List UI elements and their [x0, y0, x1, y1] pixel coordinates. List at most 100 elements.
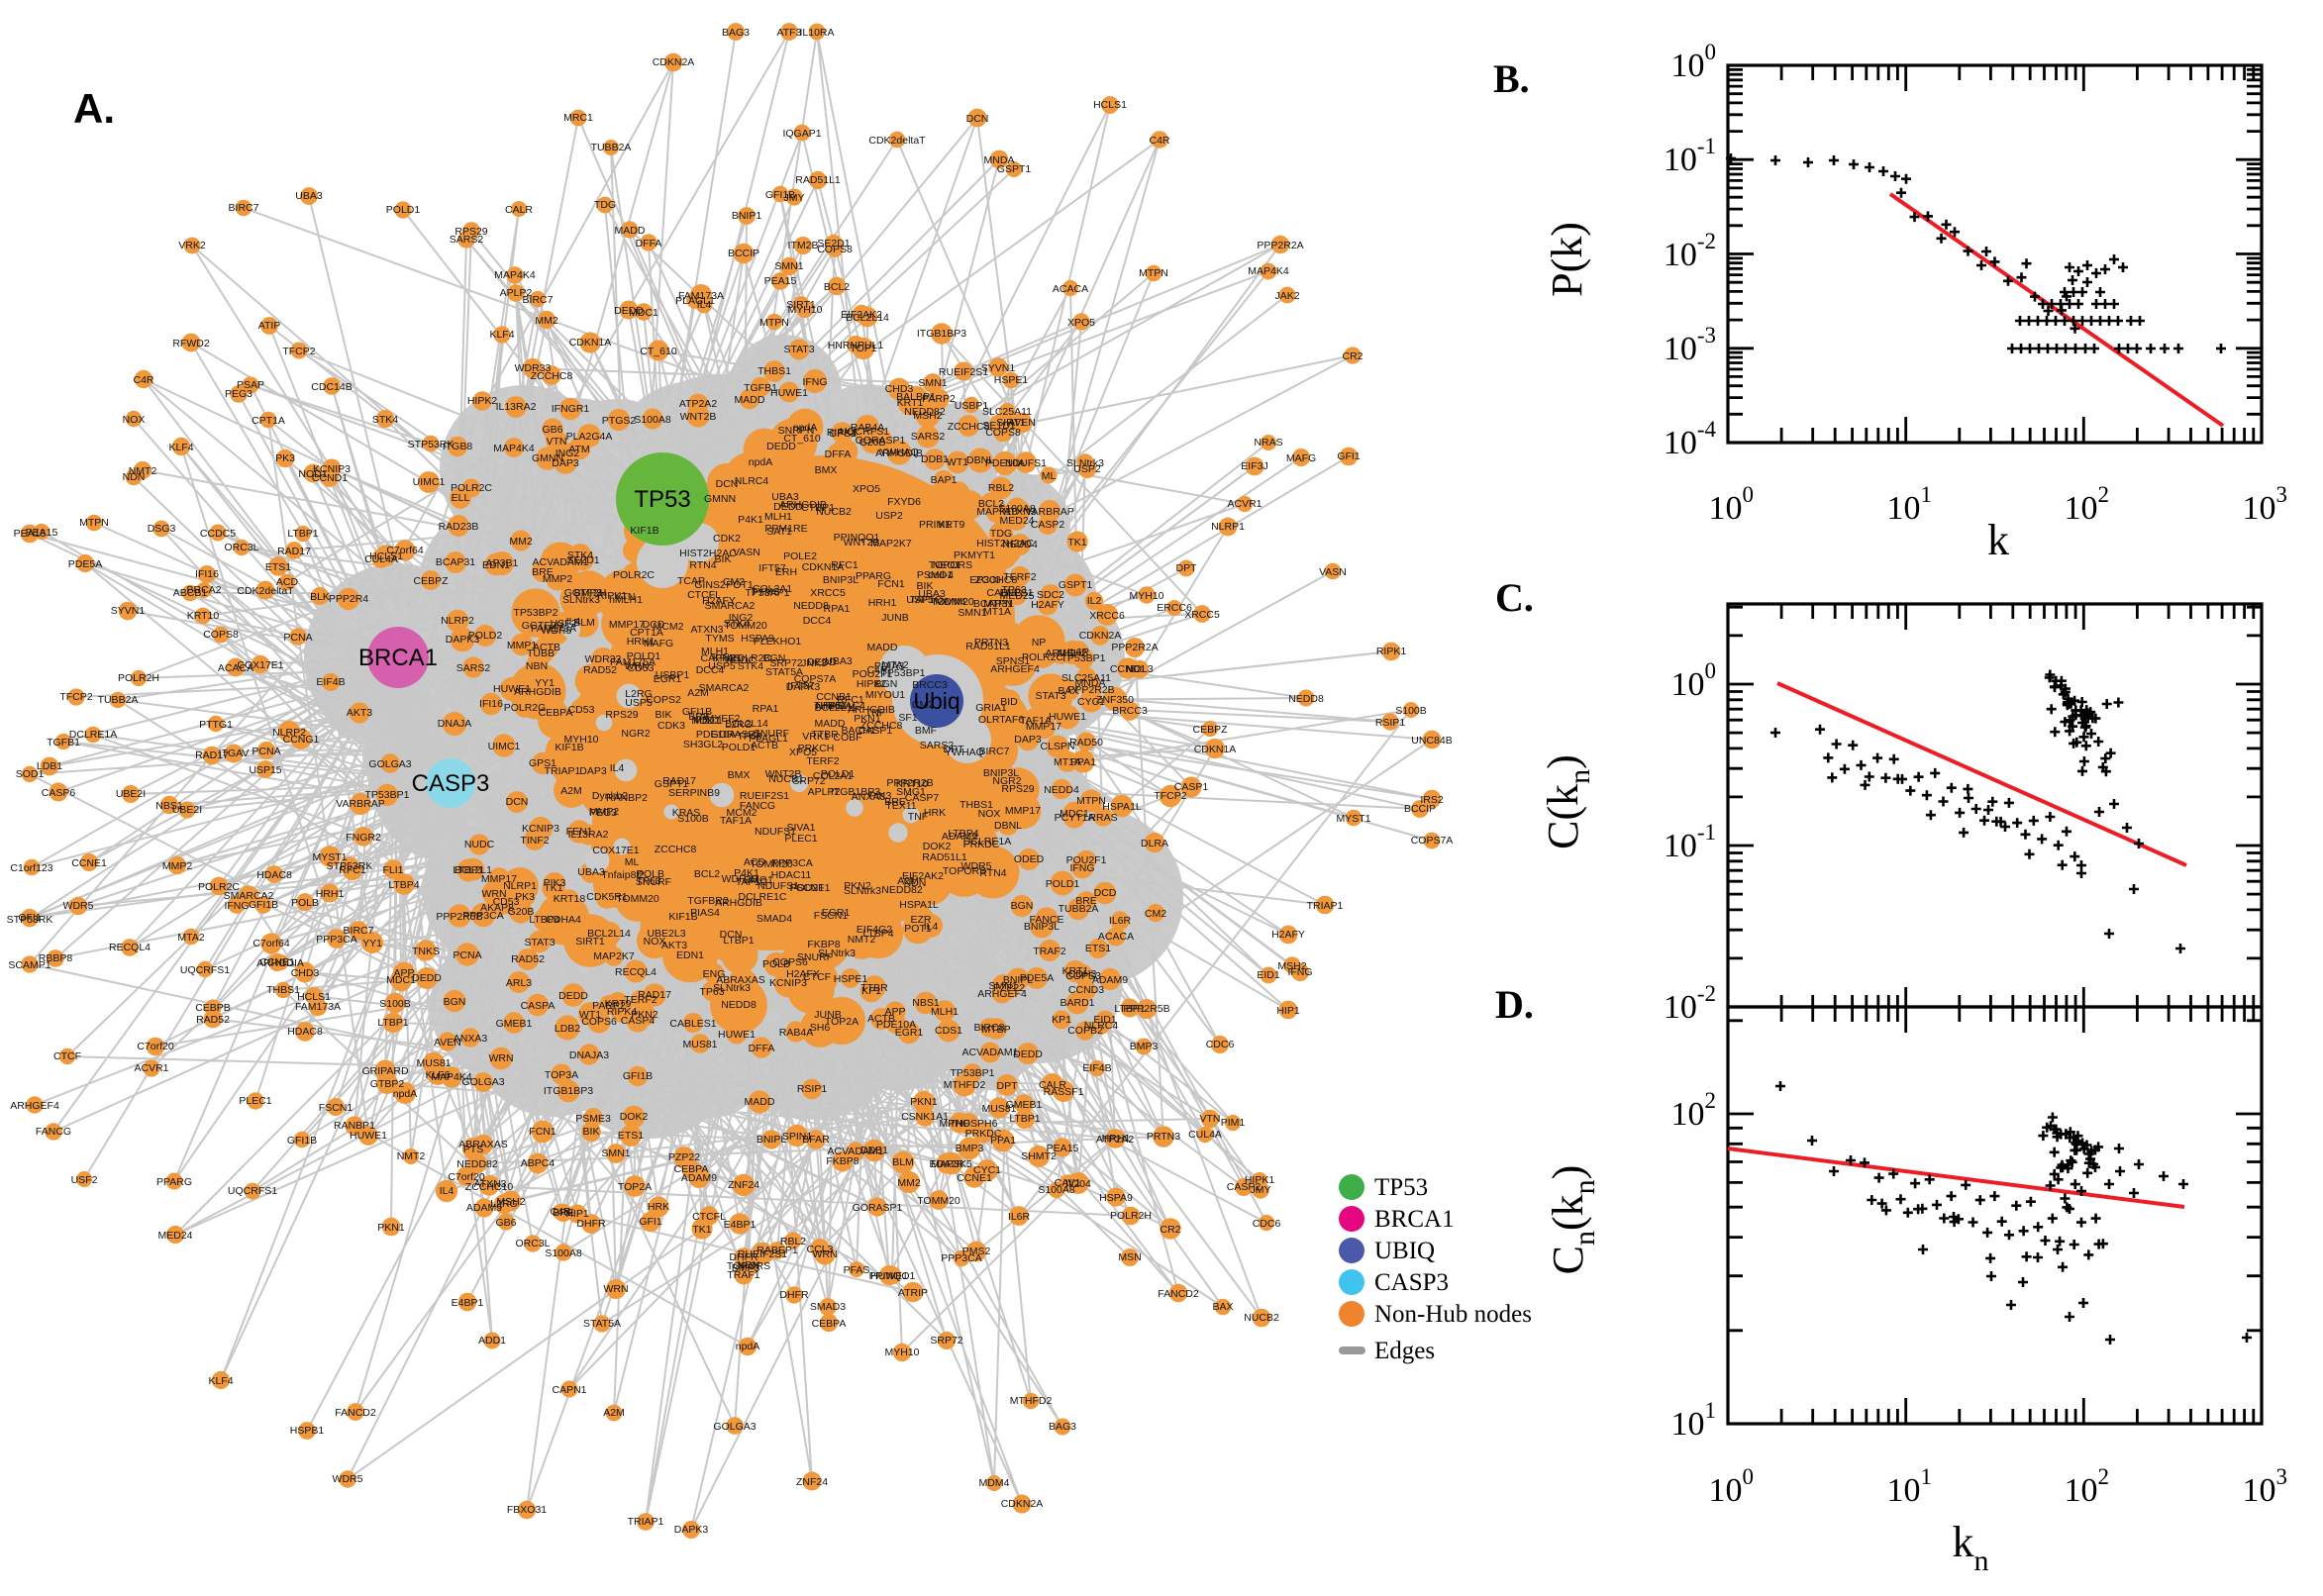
svg-text:A2M: A2M: [560, 785, 582, 797]
svg-text:XRCC5: XRCC5: [1184, 609, 1220, 621]
svg-text:WRN: WRN: [488, 1052, 513, 1064]
svg-text:FXYD6: FXYD6: [887, 496, 921, 508]
svg-text:GFI1: GFI1: [1337, 450, 1360, 462]
svg-text:S100A8: S100A8: [998, 503, 1036, 515]
svg-text:PPM1RE: PPM1RE: [764, 523, 807, 535]
svg-text:NLRC4: NLRC4: [735, 475, 769, 487]
svg-text:WDR5: WDR5: [961, 860, 992, 872]
svg-text:NUDC: NUDC: [464, 839, 495, 850]
svg-text:PKN1: PKN1: [377, 1222, 405, 1234]
svg-text:CEBPB: CEBPB: [195, 1002, 231, 1014]
svg-text:RTN4: RTN4: [689, 559, 716, 571]
svg-text:HRH1: HRH1: [1102, 1133, 1131, 1145]
svg-text:SARS2: SARS2: [911, 431, 946, 443]
svg-text:MUS81: MUS81: [416, 1057, 451, 1069]
svg-text:STP53RK: STP53RK: [408, 439, 454, 450]
svg-text:RBL2: RBL2: [988, 482, 1014, 494]
svg-text:DEDD: DEDD: [558, 990, 588, 1002]
svg-text:MLH1: MLH1: [764, 511, 792, 523]
svg-text:RAD17: RAD17: [277, 546, 311, 557]
svg-text:BNIPL: BNIPL: [757, 1134, 787, 1146]
svg-text:BIK: BIK: [583, 1126, 600, 1138]
svg-text:JUNB: JUNB: [814, 1009, 841, 1021]
svg-text:IQGAP1: IQGAP1: [782, 128, 821, 140]
svg-text:FANCD2: FANCD2: [1158, 1288, 1199, 1300]
svg-text:ACVR1: ACVR1: [134, 1062, 168, 1074]
svg-text:TP63: TP63: [699, 986, 724, 998]
svg-text:BCAP31: BCAP31: [436, 556, 475, 568]
svg-text:HDAC8: HDAC8: [287, 1026, 323, 1038]
svg-text:MAP2K7: MAP2K7: [593, 950, 635, 962]
svg-text:10-4: 10-4: [1664, 417, 1717, 461]
svg-text:ARHGDIB: ARHGDIB: [875, 448, 923, 459]
svg-text:DDB1: DDB1: [921, 453, 949, 465]
svg-text:CASP1: CASP1: [1174, 781, 1209, 793]
svg-text:TAF1C: TAF1C: [736, 876, 768, 888]
svg-text:HUWE1: HUWE1: [770, 387, 808, 399]
svg-text:YY1: YY1: [362, 938, 382, 949]
svg-text:ARL3: ARL3: [506, 977, 532, 989]
svg-text:POLR2G: POLR2G: [504, 702, 547, 714]
svg-text:SOD1: SOD1: [16, 768, 45, 780]
svg-text:COPS6: COPS6: [581, 1016, 617, 1028]
svg-text:SMAD3: SMAD3: [810, 1301, 846, 1313]
svg-text:COBF: COBF: [833, 732, 861, 744]
svg-text:WRN: WRN: [481, 888, 506, 900]
svg-text:P4K1: P4K1: [738, 514, 763, 526]
svg-text:HUWE1: HUWE1: [870, 1270, 908, 1282]
svg-text:CALR: CALR: [1039, 1079, 1066, 1091]
svg-text:UBA3: UBA3: [771, 491, 799, 503]
svg-text:MRC1: MRC1: [563, 112, 593, 124]
svg-text:CASPA: CASPA: [521, 1000, 556, 1012]
svg-text:OLRTAF6: OLRTAF6: [978, 714, 1024, 726]
svg-text:ETS1: ETS1: [618, 1130, 644, 1142]
svg-text:CT_610: CT_610: [783, 433, 821, 445]
svg-text:PPP2R2A: PPP2R2A: [1257, 240, 1303, 251]
svg-text:RPS29: RPS29: [605, 709, 638, 721]
svg-text:SMARCA2: SMARCA2: [224, 890, 274, 902]
svg-text:NOX: NOX: [123, 414, 146, 426]
svg-text:SRP72: SRP72: [930, 1335, 962, 1347]
svg-text:HNRNPUL1: HNRNPUL1: [828, 340, 884, 351]
svg-text:MTHFD2: MTHFD2: [1010, 1395, 1053, 1407]
svg-text:RSIP1: RSIP1: [1375, 717, 1406, 729]
svg-text:SMAD4: SMAD4: [757, 913, 792, 925]
svg-text:Ubiq: Ubiq: [913, 688, 960, 714]
svg-text:FANCE: FANCE: [1029, 914, 1063, 926]
svg-text:MUS81: MUS81: [682, 1039, 717, 1050]
svg-text:CUL4A: CUL4A: [364, 553, 398, 565]
svg-text:102: 102: [1671, 1088, 1717, 1133]
svg-text:HRK: HRK: [648, 1201, 669, 1213]
svg-text:ATF3: ATF3: [777, 27, 802, 39]
svg-text:MYST1: MYST1: [1336, 813, 1370, 825]
svg-text:FANCD2: FANCD2: [335, 1407, 376, 1419]
svg-text:CCNE1: CCNE1: [71, 857, 107, 869]
svg-text:BRCC3: BRCC3: [1112, 705, 1148, 717]
svg-text:IL4: IL4: [440, 1185, 454, 1197]
svg-text:VARBRAP: VARBRAP: [336, 798, 384, 810]
svg-text:SMN1: SMN1: [601, 1147, 630, 1159]
svg-text:S100A8: S100A8: [545, 1247, 582, 1259]
svg-text:JUNB: JUNB: [881, 612, 908, 624]
svg-text:TNKS: TNKS: [412, 946, 440, 957]
svg-text:IFI16: IFI16: [195, 568, 219, 580]
svg-text:FNGR2: FNGR2: [346, 832, 381, 844]
svg-text:DCN: DCN: [506, 796, 529, 808]
svg-text:ML: ML: [625, 856, 640, 868]
svg-text:CABLES1: CABLES1: [669, 1018, 716, 1030]
svg-text:MNDA: MNDA: [984, 154, 1015, 166]
svg-text:100: 100: [1671, 658, 1717, 703]
svg-text:BAG3: BAG3: [1049, 1421, 1076, 1433]
svg-text:DAPK3: DAPK3: [446, 634, 480, 646]
svg-text:PRTN3: PRTN3: [974, 637, 1008, 648]
svg-text:CAPN2: CAPN2: [700, 652, 735, 664]
svg-text:CAPN1: CAPN1: [552, 1384, 586, 1396]
svg-text:SHMT2: SHMT2: [1021, 1150, 1057, 1162]
svg-text:ACTB: ACTB: [867, 1013, 895, 1025]
svg-text:IL10RA: IL10RA: [799, 27, 834, 39]
svg-text:CDC14B: CDC14B: [311, 381, 352, 393]
svg-text:ARHGEF4: ARHGEF4: [10, 1100, 59, 1112]
svg-text:DBNL: DBNL: [994, 820, 1022, 832]
svg-text:TERF2: TERF2: [624, 994, 656, 1006]
svg-text:10-1: 10-1: [1664, 820, 1716, 864]
